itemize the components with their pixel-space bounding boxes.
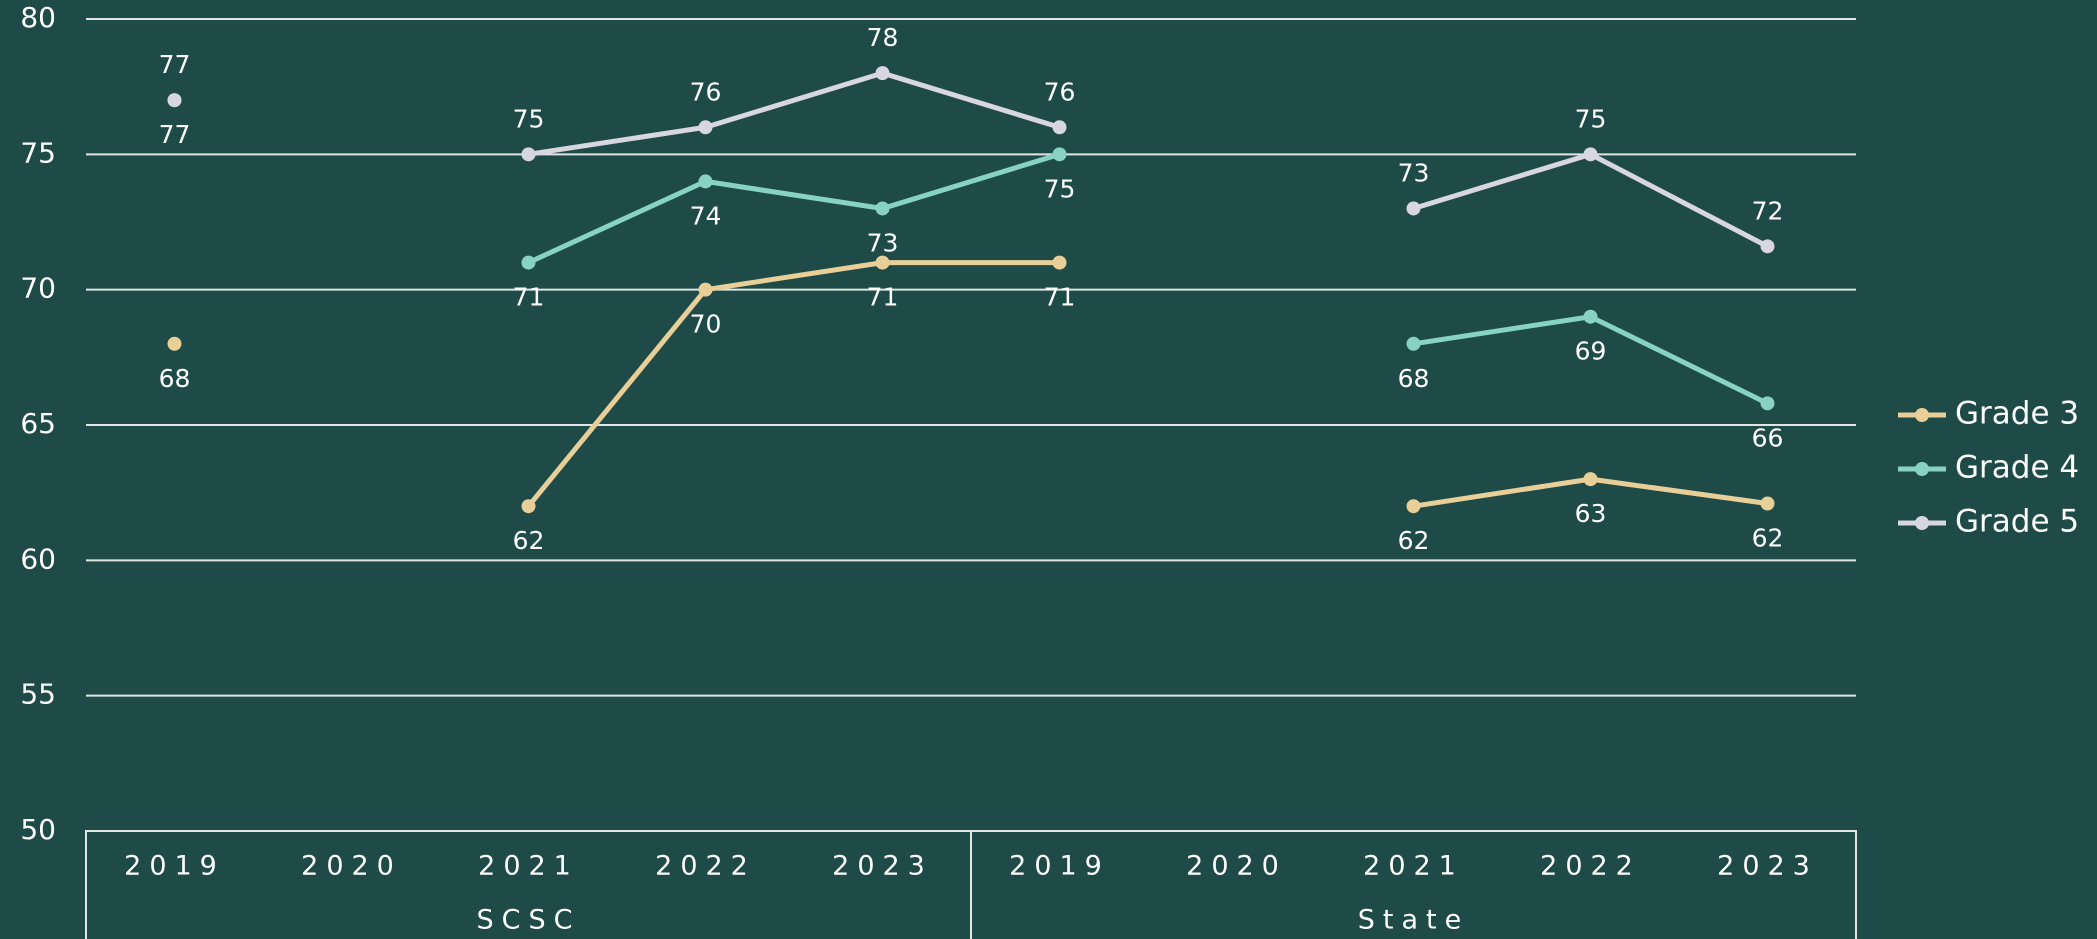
value-label: 71 [867,283,899,312]
x-tick-label: 2019 [124,851,225,882]
point [1406,499,1421,514]
point [521,255,536,270]
x-tick-label: 2023 [1717,851,1818,882]
value-label: 75 [1044,174,1076,203]
point [875,66,890,81]
value-label: 73 [867,228,899,257]
value-label: 77 [159,50,191,79]
legend-marker [1915,516,1929,530]
point [698,120,713,135]
x-tick-label: 2021 [478,851,579,882]
y-tick-label: 60 [20,542,56,575]
point [1052,255,1067,270]
legend-marker [1915,462,1929,476]
value-label: 69 [1575,337,1607,366]
series-line [527,151,1769,406]
value-label: 73 [1398,158,1430,187]
value-label: 71 [1044,283,1076,312]
point [1760,496,1775,511]
value-label: 78 [867,23,899,52]
y-tick-label: 50 [20,813,56,846]
value-label: 62 [513,526,545,555]
point [1406,336,1421,351]
legend-label: Grade 4 [1955,450,2079,486]
legend-label: Grade 5 [1955,504,2079,540]
x-tick-label: 2019 [1009,851,1110,882]
y-tick-label: 80 [20,1,56,34]
point [1583,472,1598,487]
point [167,336,182,351]
value-label: 62 [1752,523,1784,552]
point [875,255,890,270]
point [1760,396,1775,411]
x-tick-label: 2022 [655,851,756,882]
y-tick-label: 65 [20,407,56,440]
y-tick-label: 55 [20,678,56,711]
value-label: 75 [1575,104,1607,133]
x-tick-label: 2021 [1363,851,1464,882]
value-label: 76 [1044,77,1076,106]
series-line [526,260,1768,509]
x-tick-label: 2023 [832,851,933,882]
x-tick-label: 2022 [1540,851,1641,882]
group-label: SCSC [477,905,581,936]
point [1052,120,1067,135]
value-label: 68 [159,364,191,393]
value-label: 74 [690,201,722,230]
value-label: 76 [690,77,722,106]
value-label: 71 [513,283,545,312]
point [167,93,182,108]
point [521,499,536,514]
value-label: 63 [1575,499,1607,528]
legend-label: Grade 3 [1955,396,2079,432]
value-label: 68 [1398,364,1430,393]
point [1052,147,1067,162]
point [875,201,890,216]
point [1583,147,1598,162]
point [1406,201,1421,216]
point [698,174,713,189]
value-label: 66 [1752,423,1784,452]
y-tick-label: 70 [20,272,56,305]
value-label: 75 [513,104,545,133]
value-label: 72 [1752,196,1784,225]
point [521,147,536,162]
value-label: 77 [159,120,191,149]
value-label: 70 [690,310,722,339]
x-tick-label: 2020 [1186,851,1287,882]
group-label: State [1358,905,1469,936]
legend-marker [1915,408,1929,422]
point [698,282,713,297]
x-tick-label: 2020 [301,851,402,882]
value-label: 62 [1398,526,1430,555]
y-tick-label: 75 [20,136,56,169]
point [1583,309,1598,324]
point [1760,239,1775,254]
